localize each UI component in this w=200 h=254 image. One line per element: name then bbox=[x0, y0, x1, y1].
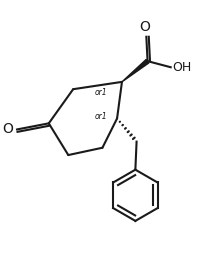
Text: or1: or1 bbox=[95, 88, 108, 97]
Text: O: O bbox=[2, 122, 13, 136]
Text: O: O bbox=[140, 20, 151, 34]
Polygon shape bbox=[122, 59, 149, 82]
Text: OH: OH bbox=[173, 61, 192, 74]
Text: or1: or1 bbox=[95, 112, 108, 121]
